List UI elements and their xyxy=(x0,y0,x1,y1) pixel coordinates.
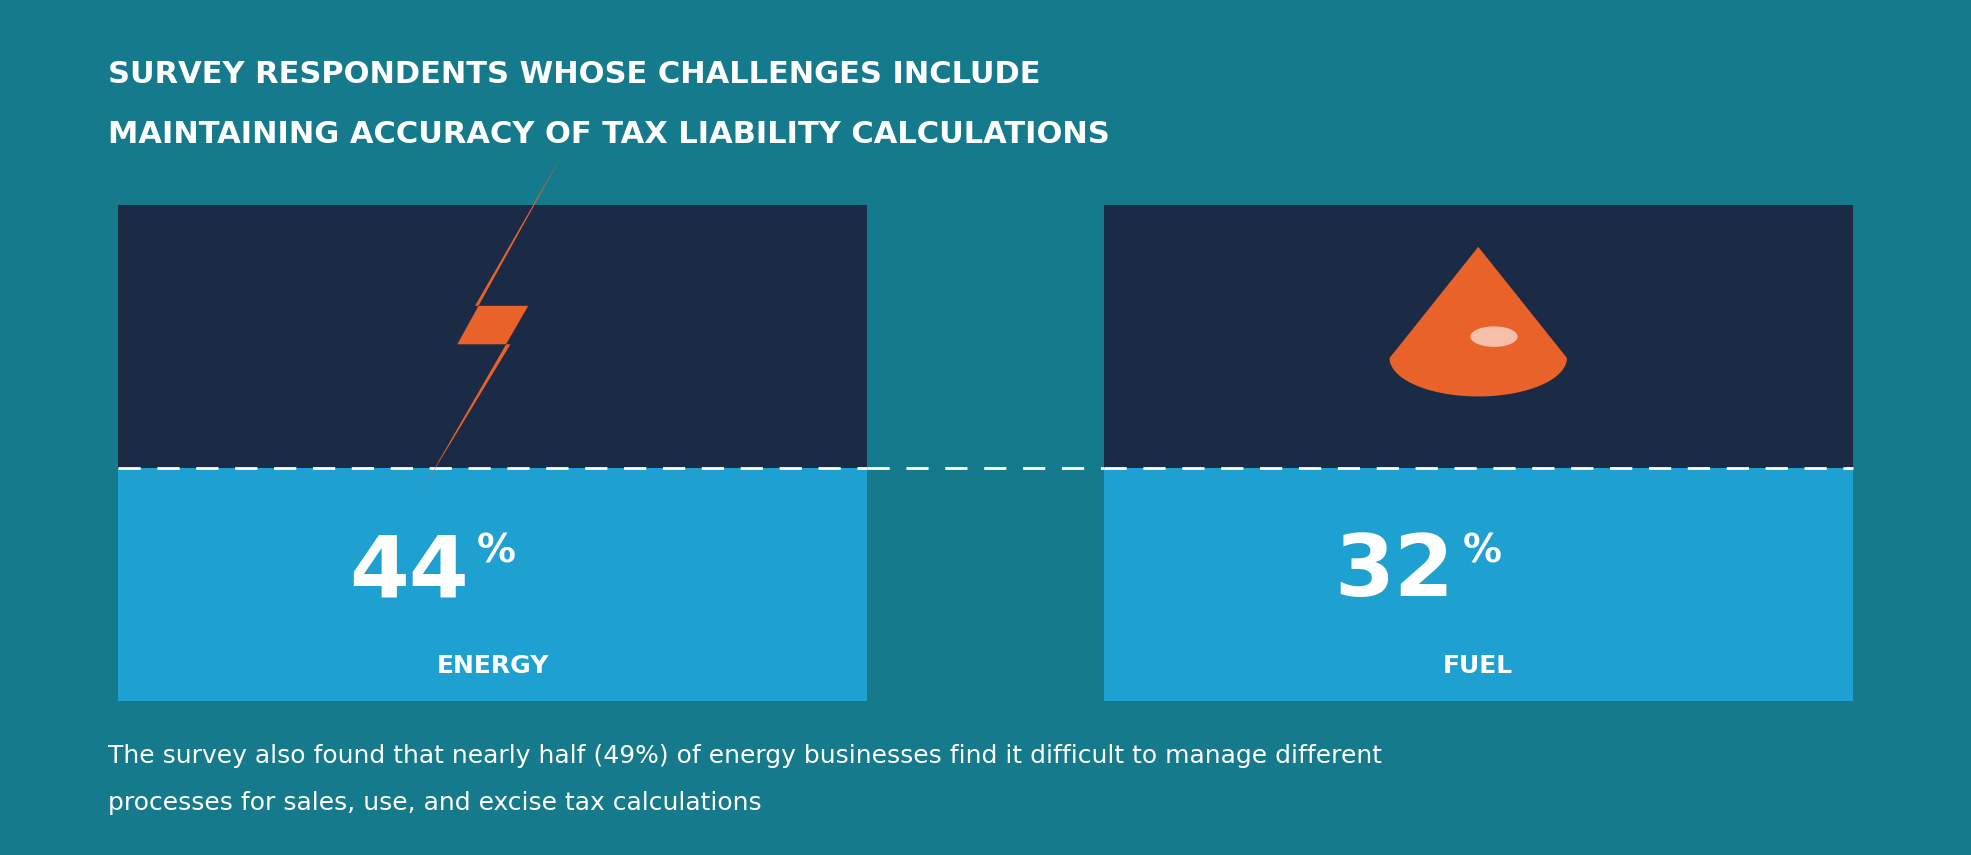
FancyBboxPatch shape xyxy=(118,468,867,701)
Text: %: % xyxy=(477,533,516,570)
Text: FUEL: FUEL xyxy=(1443,654,1514,678)
FancyBboxPatch shape xyxy=(1104,468,1853,701)
Polygon shape xyxy=(422,152,564,491)
FancyBboxPatch shape xyxy=(1104,205,1853,701)
Text: MAINTAINING ACCURACY OF TAX LIABILITY CALCULATIONS: MAINTAINING ACCURACY OF TAX LIABILITY CA… xyxy=(108,120,1110,149)
Text: SURVEY RESPONDENTS WHOSE CHALLENGES INCLUDE: SURVEY RESPONDENTS WHOSE CHALLENGES INCL… xyxy=(108,60,1041,89)
Text: 32: 32 xyxy=(1334,532,1455,615)
Circle shape xyxy=(1470,327,1518,347)
Text: processes for sales, use, and excise tax calculations: processes for sales, use, and excise tax… xyxy=(108,791,763,815)
Text: %: % xyxy=(1462,533,1502,570)
Text: The survey also found that nearly half (49%) of energy businesses find it diffic: The survey also found that nearly half (… xyxy=(108,744,1382,768)
Polygon shape xyxy=(1390,247,1567,397)
Text: 44: 44 xyxy=(349,532,469,615)
FancyBboxPatch shape xyxy=(118,205,867,701)
Text: ENERGY: ENERGY xyxy=(436,654,550,678)
